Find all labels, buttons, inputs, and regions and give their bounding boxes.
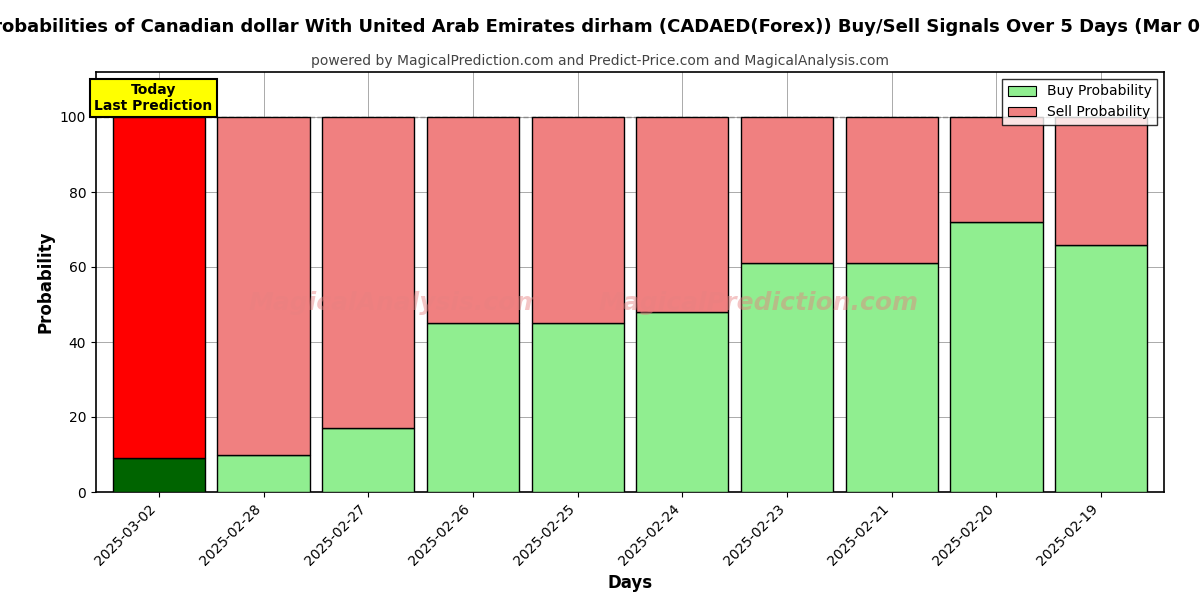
Bar <box>1055 245 1147 492</box>
Bar <box>322 428 414 492</box>
Bar <box>740 263 833 492</box>
Bar <box>950 117 1043 222</box>
Bar <box>636 312 728 492</box>
Text: powered by MagicalPrediction.com and Predict-Price.com and MagicalAnalysis.com: powered by MagicalPrediction.com and Pre… <box>311 54 889 68</box>
Bar <box>322 117 414 428</box>
X-axis label: Days: Days <box>607 574 653 592</box>
Bar <box>846 263 938 492</box>
Text: MagicalAnalysis.com: MagicalAnalysis.com <box>248 291 541 315</box>
Bar <box>217 455 310 492</box>
Bar <box>427 117 520 323</box>
Legend: Buy Probability, Sell Probability: Buy Probability, Sell Probability <box>1002 79 1157 125</box>
Bar <box>636 117 728 312</box>
Bar <box>532 117 624 323</box>
Bar <box>740 117 833 263</box>
Text: Probabilities of Canadian dollar With United Arab Emirates dirham (CADAED(Forex): Probabilities of Canadian dollar With Un… <box>0 18 1200 36</box>
Bar <box>532 323 624 492</box>
Bar <box>113 458 205 492</box>
Bar <box>427 323 520 492</box>
Bar <box>846 117 938 263</box>
Y-axis label: Probability: Probability <box>36 231 54 333</box>
Text: MagicalPrediction.com: MagicalPrediction.com <box>598 291 918 315</box>
Bar <box>113 117 205 458</box>
Bar <box>950 222 1043 492</box>
Bar <box>1055 117 1147 245</box>
Text: Today
Last Prediction: Today Last Prediction <box>95 83 212 113</box>
Bar <box>217 117 310 455</box>
